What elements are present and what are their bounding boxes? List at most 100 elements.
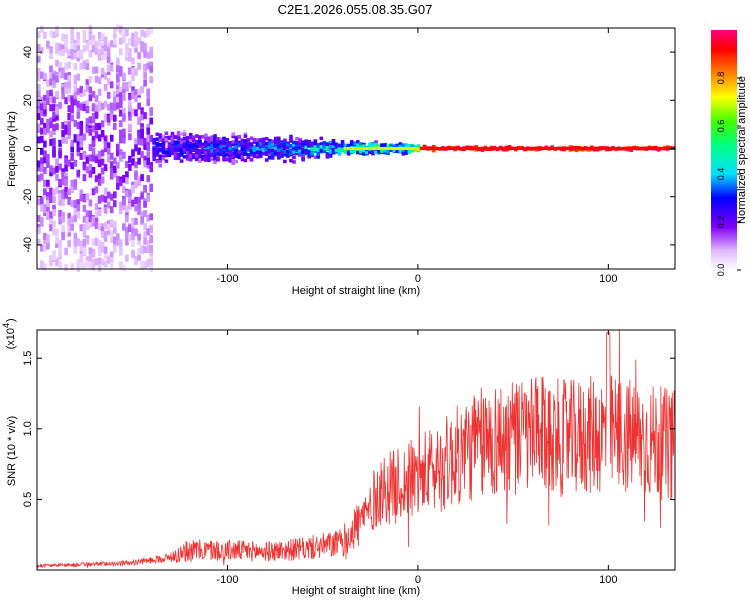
spectrogram-cell — [97, 101, 102, 109]
spectrogram-cell — [307, 150, 311, 154]
spectrogram-cell — [76, 31, 81, 39]
spectrogram-cell — [61, 136, 65, 144]
spectrogram-cell — [550, 147, 554, 150]
spectrogram-cell — [462, 147, 466, 150]
spectrogram-cell — [40, 204, 44, 212]
spectrogram-cell — [58, 209, 62, 217]
spectrogram-cell — [43, 107, 47, 115]
spectrogram-cell — [76, 73, 81, 81]
spectrogram-cell — [149, 185, 153, 193]
spectrogram-cell — [474, 149, 479, 152]
spectrogram-cell — [113, 157, 117, 165]
colorbar-tick-label: 0.8 — [716, 72, 726, 85]
spectrogram-cell — [49, 104, 53, 112]
spectrogram-cell — [556, 147, 560, 150]
spectrogram-cell — [73, 98, 78, 106]
spectrogram-cell — [61, 86, 65, 94]
spectrogram-cell — [43, 128, 47, 136]
spectrogram-cell — [298, 146, 302, 150]
spectrogram-cell — [70, 153, 74, 161]
spectrogram-cell — [125, 29, 129, 37]
spectrogram-cell — [52, 145, 56, 153]
spectrogram-cell — [94, 47, 99, 55]
spectrogram-cell — [79, 152, 84, 160]
spectrogram-cell — [231, 134, 235, 139]
spectrogram-cell — [67, 221, 71, 229]
spectrogram-cell — [292, 146, 296, 151]
spectrogram-cell — [158, 154, 163, 158]
spectrogram-cell — [82, 45, 87, 53]
spectrogram-cell — [179, 153, 184, 157]
spectrogram-cell — [301, 144, 305, 148]
spectrogram-cell — [64, 87, 68, 94]
spectrogram-cell — [216, 152, 220, 156]
spectrogram-cell — [103, 113, 108, 121]
spectrogram-cell — [225, 148, 229, 152]
spectrogram-cell — [58, 43, 62, 51]
spectrogram-cell — [550, 145, 554, 148]
spectrogram-cell — [85, 156, 90, 164]
spectrogram-cell — [574, 147, 578, 150]
spectrogram-cell — [52, 209, 56, 216]
spectrogram-cell — [122, 223, 126, 231]
spectrogram-cell — [146, 123, 150, 131]
spectrogram-cell — [301, 140, 305, 144]
spectrogram-cell — [605, 147, 609, 150]
spectrogram-cell — [73, 246, 78, 254]
spectrogram-cell — [170, 151, 175, 156]
spectrogram-cell — [173, 156, 178, 161]
spectrogram-cell — [67, 128, 71, 136]
spectrogram-cell — [140, 261, 144, 269]
spectrogram-cell — [113, 37, 117, 45]
spectrogram-cell — [143, 30, 147, 38]
spectrogram-cell — [231, 142, 235, 147]
spectrogram-cell — [40, 127, 44, 135]
spectrogram-cell — [73, 214, 78, 222]
spectrogram-cell — [49, 211, 53, 219]
spectrogram-cell — [137, 203, 141, 211]
spectrogram-cell — [392, 143, 397, 148]
spectrogram-cell — [79, 86, 84, 94]
spectrogram-cell — [73, 135, 78, 143]
spectrogram-cell — [125, 50, 129, 57]
spectrogram-cell — [207, 154, 211, 158]
spectrogram-cell — [46, 40, 50, 48]
spectrogram-cell — [280, 147, 284, 152]
snr-series-line — [36, 329, 676, 569]
snr-scale-exp: 4 — [1, 323, 11, 328]
spectrogram-cell — [432, 149, 436, 153]
spectrogram-cell — [70, 179, 74, 187]
spectrogram-cell — [301, 158, 305, 162]
spectrogram-cell — [368, 144, 372, 149]
spectrogram-cell — [109, 64, 114, 72]
spectrogram-cell — [225, 142, 229, 147]
spectrogram-cell — [119, 66, 123, 74]
spectrogram-cell — [292, 150, 296, 154]
spectrogram-cell — [76, 204, 81, 212]
spectrogram-cell — [182, 138, 187, 143]
spectrogram-cell — [143, 246, 147, 253]
spectrogram-cell — [61, 168, 65, 176]
spectrogram-cell — [43, 102, 47, 110]
spectrogram-cell — [79, 103, 84, 111]
spectrogram-cell — [246, 143, 251, 147]
spectrogram-cell — [131, 74, 135, 82]
spectrogram-cell — [137, 147, 141, 155]
spectrogram-cell — [79, 120, 84, 128]
spectrogram-cell — [91, 113, 96, 120]
spectrogram-cell — [277, 138, 281, 142]
spectrogram-cell — [195, 144, 199, 148]
spectrogram-cell — [49, 255, 53, 263]
spectrogram-cell — [228, 146, 232, 151]
snr-x-ticks: -100 0 100 — [216, 330, 618, 586]
spectrogram-cell — [310, 144, 314, 149]
spectrogram-cell — [67, 218, 71, 226]
spectrogram-cell — [94, 127, 99, 135]
spectrogram-cell — [94, 210, 99, 218]
spectrogram-cell — [97, 160, 102, 167]
spectrogram-cell — [517, 147, 521, 150]
spectrogram-cell — [252, 138, 257, 142]
spectrogram-cell — [43, 94, 47, 102]
spectrogram-cell — [58, 193, 62, 201]
spectrogram-cell — [70, 186, 74, 194]
